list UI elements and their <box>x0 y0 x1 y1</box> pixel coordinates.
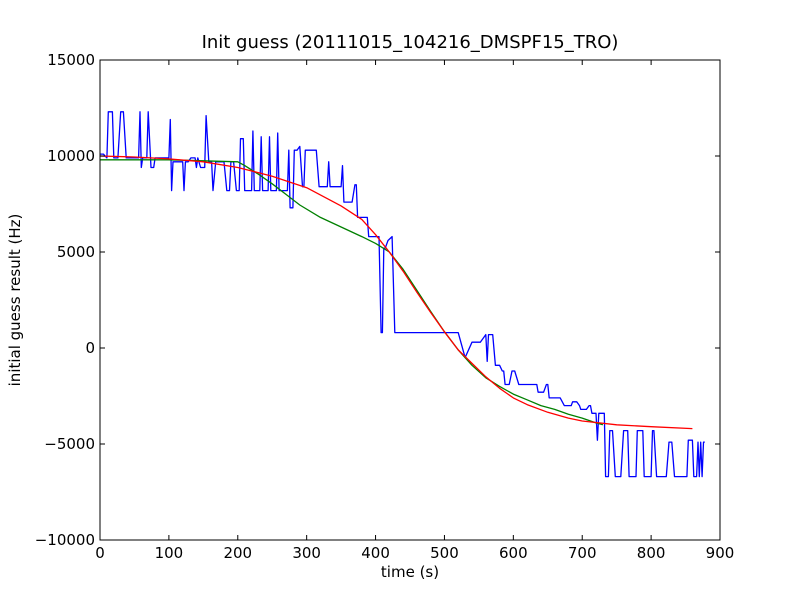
x-tick-label: 600 <box>499 544 528 562</box>
x-tick-label: 0 <box>95 544 105 562</box>
y-tick-label: 0 <box>85 339 95 357</box>
x-tick-label: 800 <box>637 544 666 562</box>
series-line-2 <box>99 155 693 430</box>
chart-title: Init guess (20111015_104216_DMSPF15_TRO) <box>202 32 619 53</box>
y-tick-label: −5000 <box>44 435 95 453</box>
x-tick-label: 400 <box>361 544 390 562</box>
x-axis-label: time (s) <box>381 563 439 581</box>
series-line-1 <box>100 159 604 426</box>
x-tick-label: 900 <box>706 544 735 562</box>
x-tick-label: 100 <box>155 544 184 562</box>
x-ticks: 0 100 200 300 400 500 600 700 800 900 <box>95 60 734 562</box>
y-tick-label: 15000 <box>47 51 95 69</box>
y-tick-label: 10000 <box>47 147 95 165</box>
y-tick-label: −10000 <box>35 531 95 549</box>
y-ticks: −10000 −5000 0 5000 10000 15000 <box>35 51 720 549</box>
series-layer <box>99 111 705 478</box>
y-axis-label: initial guess result (Hz) <box>6 214 24 387</box>
x-tick-label: 200 <box>223 544 252 562</box>
plot-area <box>100 60 720 540</box>
x-tick-label: 500 <box>430 544 459 562</box>
y-tick-label: 5000 <box>57 243 95 261</box>
plot-frame <box>99 59 721 541</box>
x-tick-label: 300 <box>292 544 321 562</box>
x-tick-label: 700 <box>568 544 597 562</box>
